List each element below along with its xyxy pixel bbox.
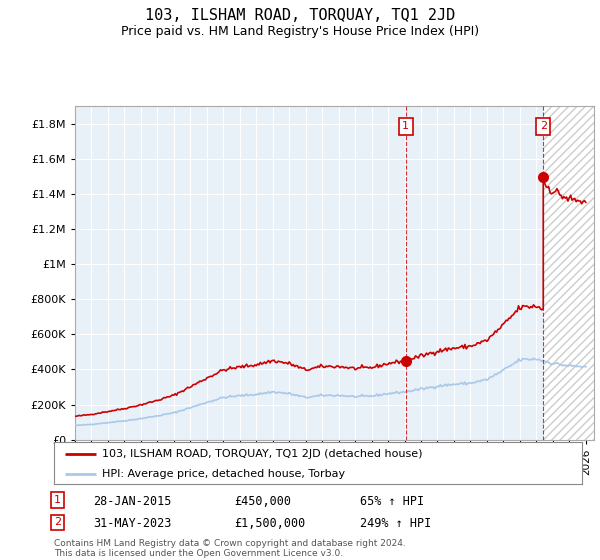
Text: 31-MAY-2023: 31-MAY-2023: [93, 517, 172, 530]
Text: 65% ↑ HPI: 65% ↑ HPI: [360, 495, 424, 508]
Text: Contains HM Land Registry data © Crown copyright and database right 2024.
This d: Contains HM Land Registry data © Crown c…: [54, 539, 406, 558]
Text: £450,000: £450,000: [234, 495, 291, 508]
Text: 2: 2: [539, 122, 547, 132]
Text: 28-JAN-2015: 28-JAN-2015: [93, 495, 172, 508]
Text: £1,500,000: £1,500,000: [234, 517, 305, 530]
Text: 2: 2: [54, 517, 61, 528]
Text: HPI: Average price, detached house, Torbay: HPI: Average price, detached house, Torb…: [101, 469, 344, 479]
Bar: [543, 106, 594, 440]
Text: 249% ↑ HPI: 249% ↑ HPI: [360, 517, 431, 530]
Text: 1: 1: [402, 122, 409, 132]
Text: Price paid vs. HM Land Registry's House Price Index (HPI): Price paid vs. HM Land Registry's House …: [121, 25, 479, 38]
Bar: [543, 106, 594, 440]
Text: 103, ILSHAM ROAD, TORQUAY, TQ1 2JD: 103, ILSHAM ROAD, TORQUAY, TQ1 2JD: [145, 8, 455, 24]
Text: 103, ILSHAM ROAD, TORQUAY, TQ1 2JD (detached house): 103, ILSHAM ROAD, TORQUAY, TQ1 2JD (deta…: [101, 449, 422, 459]
Text: 1: 1: [54, 495, 61, 505]
